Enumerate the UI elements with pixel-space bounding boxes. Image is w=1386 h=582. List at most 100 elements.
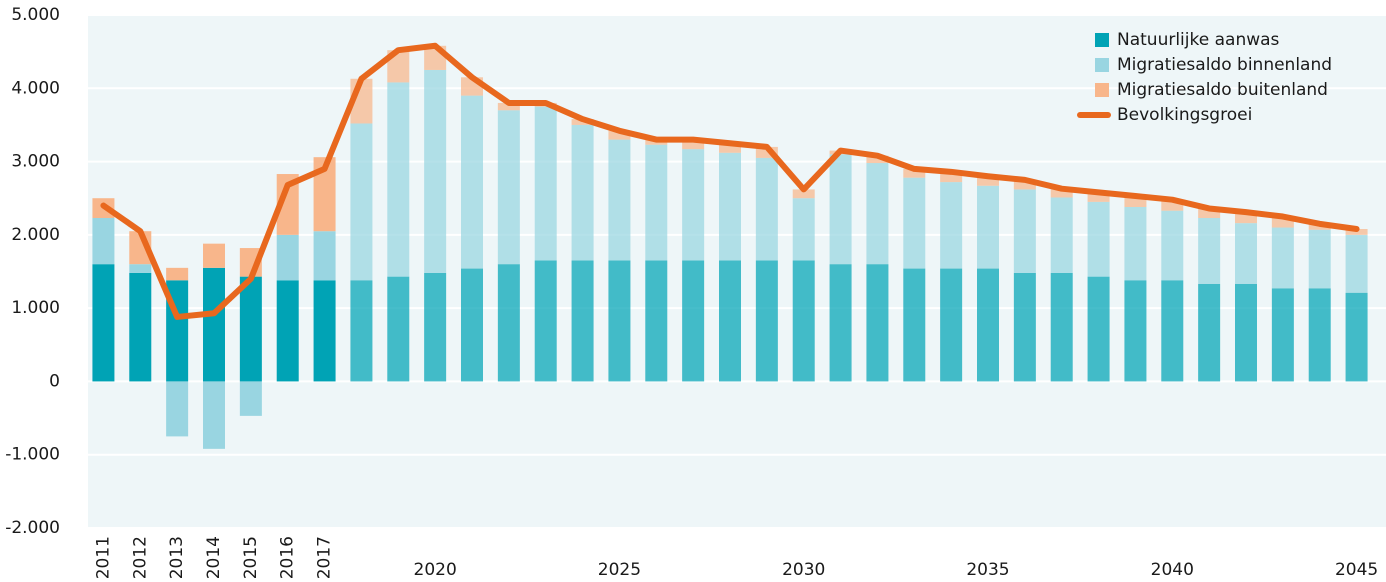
bar bbox=[792, 198, 815, 261]
bar bbox=[866, 155, 889, 164]
bar bbox=[203, 243, 225, 268]
bar bbox=[903, 177, 926, 269]
bar bbox=[497, 110, 520, 265]
x-tick-label: 2017 bbox=[315, 536, 335, 579]
bar bbox=[387, 50, 410, 83]
bar bbox=[977, 268, 999, 382]
bar bbox=[129, 264, 152, 273]
bar bbox=[424, 69, 447, 273]
bar bbox=[1087, 276, 1110, 382]
bar bbox=[645, 260, 668, 382]
bar bbox=[313, 157, 336, 232]
bar bbox=[1161, 199, 1184, 211]
bar bbox=[755, 146, 778, 158]
bar bbox=[387, 82, 410, 277]
bar bbox=[1124, 280, 1147, 382]
bar bbox=[1161, 210, 1184, 281]
bar bbox=[534, 106, 557, 261]
bar bbox=[1124, 196, 1147, 208]
y-tick-label: 1.000 bbox=[11, 298, 60, 318]
bar bbox=[755, 157, 778, 261]
bar bbox=[350, 123, 373, 281]
bar bbox=[1271, 227, 1294, 289]
bar bbox=[1271, 216, 1294, 228]
bar bbox=[1013, 272, 1036, 382]
bar bbox=[608, 260, 631, 382]
bar bbox=[276, 280, 299, 382]
bar bbox=[203, 381, 225, 449]
legend-label: Natuurlijke aanwas bbox=[1117, 30, 1280, 50]
bar bbox=[1198, 218, 1221, 284]
y-tick-label: 0 bbox=[49, 371, 60, 391]
bar bbox=[608, 130, 631, 140]
y-tick-label: -1.000 bbox=[5, 445, 60, 465]
bar bbox=[1235, 223, 1257, 284]
bar bbox=[166, 267, 189, 281]
bar bbox=[608, 139, 631, 261]
bar bbox=[92, 264, 115, 382]
bar bbox=[1271, 288, 1294, 382]
y-tick-label: -2.000 bbox=[5, 518, 60, 538]
bar bbox=[1235, 283, 1257, 382]
legend-label: Migratiesaldo binnenland bbox=[1117, 55, 1332, 75]
bar bbox=[203, 267, 225, 382]
bar bbox=[313, 280, 336, 382]
bar bbox=[534, 260, 557, 382]
bar bbox=[792, 189, 815, 199]
x-tick-label: 2016 bbox=[278, 536, 298, 579]
bar bbox=[276, 234, 299, 281]
bar bbox=[977, 176, 999, 186]
bar bbox=[1124, 207, 1147, 281]
bar bbox=[719, 152, 741, 261]
bar bbox=[350, 280, 373, 382]
bar bbox=[1050, 197, 1073, 273]
bar bbox=[829, 154, 852, 265]
bar bbox=[903, 168, 926, 178]
bar bbox=[940, 182, 963, 269]
x-tick-label: 2011 bbox=[93, 536, 113, 579]
bar bbox=[571, 124, 594, 261]
bar bbox=[645, 144, 668, 261]
bar bbox=[1050, 272, 1073, 382]
bar bbox=[719, 260, 741, 382]
bar bbox=[1308, 288, 1331, 382]
x-tick-label: 2020 bbox=[414, 560, 457, 580]
bar bbox=[1198, 283, 1221, 382]
bar bbox=[461, 268, 483, 382]
bar bbox=[977, 185, 999, 269]
bar bbox=[903, 268, 926, 382]
bar bbox=[1161, 280, 1184, 382]
legend-swatch bbox=[1095, 33, 1109, 47]
x-tick-label: 2030 bbox=[782, 560, 825, 580]
bar bbox=[866, 163, 889, 265]
bar bbox=[497, 264, 520, 382]
bar bbox=[719, 143, 741, 153]
bar bbox=[1087, 201, 1110, 277]
bar bbox=[497, 102, 520, 111]
bar bbox=[1308, 229, 1331, 289]
bar bbox=[1235, 212, 1257, 224]
y-tick-label: 3.000 bbox=[11, 152, 60, 172]
bar bbox=[92, 218, 115, 265]
bar bbox=[571, 260, 594, 382]
bar bbox=[239, 381, 262, 416]
bar bbox=[1087, 192, 1110, 202]
line bbox=[100, 42, 1360, 320]
bar bbox=[792, 260, 815, 382]
bar bbox=[239, 276, 262, 382]
y-tick-label: 5.000 bbox=[11, 5, 60, 25]
x-tick-label: 2014 bbox=[204, 536, 224, 579]
x-tick-label: 2025 bbox=[598, 560, 641, 580]
bar bbox=[313, 231, 336, 281]
bar bbox=[682, 260, 705, 382]
y-tick-label: 4.000 bbox=[11, 78, 60, 98]
legend-label: Migratiesaldo buitenland bbox=[1117, 80, 1328, 100]
x-tick-label: 2012 bbox=[130, 536, 150, 579]
x-tick-label: 2045 bbox=[1335, 560, 1378, 580]
bar bbox=[682, 139, 705, 150]
bar bbox=[1013, 179, 1036, 190]
bar bbox=[129, 272, 152, 382]
x-tick-label: 2013 bbox=[167, 536, 187, 579]
y-tick-label: 2.000 bbox=[11, 225, 60, 245]
